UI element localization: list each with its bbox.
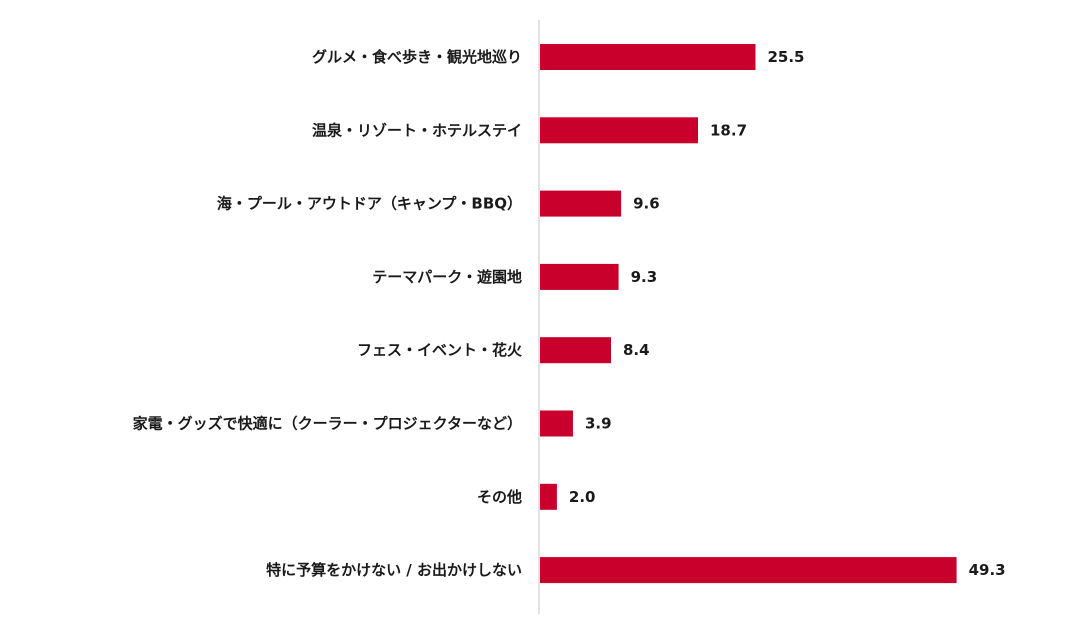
value-label-7: 49.3 xyxy=(969,561,1006,579)
value-label-0: 25.5 xyxy=(767,48,804,66)
bar-0 xyxy=(540,44,756,70)
value-label-2: 9.6 xyxy=(633,195,660,213)
bar-6 xyxy=(540,483,557,510)
value-label-6: 2.0 xyxy=(569,488,596,506)
category-label-2: 海・プール・アウトドア（キャンプ・BBQ） xyxy=(217,195,522,213)
bar-5 xyxy=(540,410,573,437)
value-label-1: 18.7 xyxy=(710,121,747,139)
value-labels-group: 25.5 18.7 9.6 9.3 8.4 3.9 2.0 49.3 xyxy=(569,48,1006,579)
category-label-6: その他 xyxy=(477,488,522,506)
category-label-4: フェス・イベント・花火 xyxy=(357,341,523,359)
category-labels-group: グルメ・食べ歩き・観光地巡り温泉・リゾート・ホテルステイ海・プール・アウトドア（… xyxy=(133,48,523,579)
category-label-7: 特に予算をかけない / お出かけしない xyxy=(266,561,522,579)
bar-2 xyxy=(540,190,622,217)
value-label-5: 3.9 xyxy=(585,415,612,433)
bar-7 xyxy=(540,557,957,584)
category-label-1: 温泉・リゾート・ホテルステイ xyxy=(312,121,522,139)
bars-group xyxy=(540,44,957,584)
category-label-3: テーマパーク・遊園地 xyxy=(372,268,522,286)
category-label-5: 家電・グッズで快適に（クーラー・プロジェクターなど） xyxy=(133,415,522,433)
bar-3 xyxy=(540,263,619,290)
value-label-4: 8.4 xyxy=(623,341,650,359)
value-label-3: 9.3 xyxy=(631,268,658,286)
bar-4 xyxy=(540,337,611,364)
bar-1 xyxy=(540,117,699,144)
category-label-0: グルメ・食べ歩き・観光地巡り xyxy=(312,48,522,66)
